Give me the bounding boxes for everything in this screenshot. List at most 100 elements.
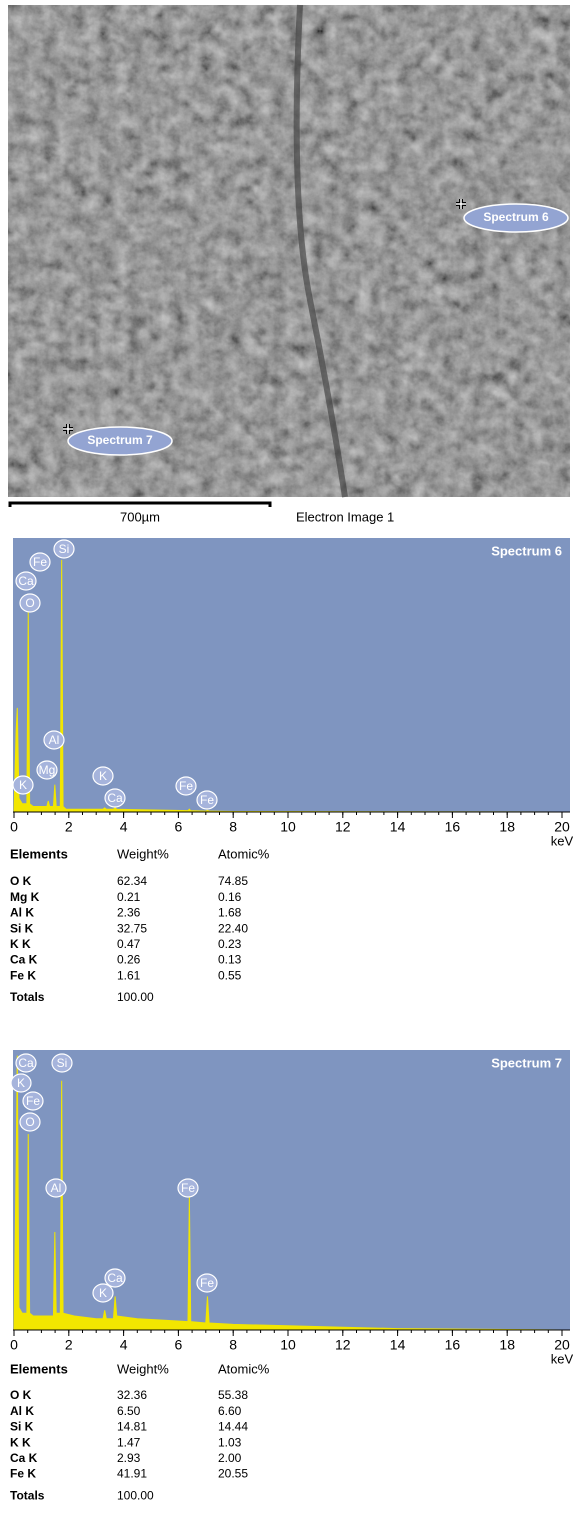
chart-title: Spectrum 6 bbox=[491, 543, 562, 558]
x-axis-label: keV bbox=[551, 833, 573, 848]
marker-label: Spectrum 6 bbox=[483, 210, 549, 224]
peak-label: Ca bbox=[18, 574, 34, 588]
table-cell: 0.13 bbox=[218, 953, 242, 967]
peak-label: Ca bbox=[107, 791, 123, 805]
x-tick-label: 18 bbox=[499, 819, 515, 835]
peak-label: O bbox=[25, 596, 34, 610]
table-cell: 0.47 bbox=[117, 937, 141, 951]
table-cell: Mg K bbox=[10, 890, 40, 904]
table-cell: K K bbox=[10, 937, 31, 951]
table-cell: 2.93 bbox=[117, 1451, 141, 1465]
table-cell: 2.36 bbox=[117, 906, 141, 920]
table-cell: 62.34 bbox=[117, 874, 147, 888]
x-tick-label: 16 bbox=[445, 819, 461, 835]
x-tick-label: 10 bbox=[280, 819, 296, 835]
table-cell: 0.55 bbox=[218, 968, 242, 982]
peak-label: K bbox=[99, 769, 107, 783]
table-cell: 0.23 bbox=[218, 937, 242, 951]
table-cell: Al K bbox=[10, 1404, 34, 1418]
peak-label: Al bbox=[51, 1181, 62, 1195]
x-tick-label: 10 bbox=[280, 1337, 296, 1353]
table-cell: 2.00 bbox=[218, 1451, 242, 1465]
table-cell: Ca K bbox=[10, 1451, 38, 1465]
table-cell: 22.40 bbox=[218, 921, 248, 935]
peak-label: Fe bbox=[179, 779, 193, 793]
table-header: Atomic% bbox=[218, 846, 270, 861]
marker-label: Spectrum 7 bbox=[87, 433, 153, 447]
table-cell: 6.60 bbox=[218, 1404, 242, 1418]
image-caption: Electron Image 1 bbox=[296, 509, 394, 524]
table-cell: 1.47 bbox=[117, 1435, 141, 1449]
peak-label: O bbox=[25, 1115, 34, 1129]
peak-label: Si bbox=[59, 542, 70, 556]
peak-label: K bbox=[99, 1286, 107, 1300]
peak-label: Fe bbox=[200, 1276, 214, 1290]
table-cell: 32.36 bbox=[117, 1388, 147, 1402]
peak-label: Fe bbox=[26, 1094, 40, 1108]
x-tick-label: 0 bbox=[10, 1337, 18, 1353]
x-tick-label: 0 bbox=[10, 819, 18, 835]
peak-label: K bbox=[19, 778, 27, 792]
x-tick-label: 6 bbox=[175, 819, 183, 835]
peak-label: Al bbox=[49, 733, 60, 747]
peak-label: Fe bbox=[200, 793, 214, 807]
table-header: Atomic% bbox=[218, 1361, 270, 1376]
table-cell: O K bbox=[10, 874, 32, 888]
table-cell: 0.26 bbox=[117, 953, 141, 967]
table-cell: Fe K bbox=[10, 1467, 36, 1481]
x-tick-label: 4 bbox=[120, 819, 128, 835]
table-cell: 74.85 bbox=[218, 874, 248, 888]
table-cell: 20.55 bbox=[218, 1467, 248, 1481]
chart-title: Spectrum 7 bbox=[491, 1055, 562, 1070]
page: Spectrum 6 Spectrum 7 700µm Electron Ima… bbox=[0, 0, 573, 1525]
table-header: Elements bbox=[10, 846, 68, 861]
peak-label: Fe bbox=[181, 1181, 195, 1195]
x-tick-label: 4 bbox=[120, 1337, 128, 1353]
x-tick-label: 2 bbox=[65, 819, 73, 835]
table-header: Weight% bbox=[117, 1361, 169, 1376]
table-header: Weight% bbox=[117, 846, 169, 861]
table-total: 100.00 bbox=[117, 1488, 154, 1502]
x-tick-label: 8 bbox=[229, 1337, 237, 1353]
table-cell: 0.16 bbox=[218, 890, 242, 904]
x-tick-label: 20 bbox=[554, 1337, 570, 1353]
table-cell: 14.81 bbox=[117, 1420, 147, 1434]
x-tick-label: 18 bbox=[499, 1337, 515, 1353]
peak-label: Si bbox=[57, 1056, 68, 1070]
table-cell: 6.50 bbox=[117, 1404, 141, 1418]
table-cell: Ca K bbox=[10, 953, 38, 967]
table-cell: 1.03 bbox=[218, 1435, 242, 1449]
peak-label: Fe bbox=[33, 555, 47, 569]
x-tick-label: 14 bbox=[390, 819, 406, 835]
table-cell: 0.21 bbox=[117, 890, 141, 904]
table-total: Totals bbox=[10, 1488, 45, 1502]
table-cell: 32.75 bbox=[117, 921, 147, 935]
x-tick-label: 20 bbox=[554, 819, 570, 835]
x-tick-label: 8 bbox=[229, 819, 237, 835]
table-cell: 14.44 bbox=[218, 1420, 248, 1434]
x-tick-label: 12 bbox=[335, 819, 351, 835]
table-cell: Al K bbox=[10, 906, 34, 920]
table-cell: 1.68 bbox=[218, 906, 242, 920]
x-tick-label: 6 bbox=[175, 1337, 183, 1353]
x-tick-label: 14 bbox=[390, 1337, 406, 1353]
table-cell: 1.61 bbox=[117, 968, 141, 982]
scale-bar-label: 700µm bbox=[120, 509, 160, 524]
table-cell: Si K bbox=[10, 1420, 34, 1434]
table-cell: Si K bbox=[10, 921, 34, 935]
electron-image-texture bbox=[8, 5, 570, 497]
x-tick-label: 12 bbox=[335, 1337, 351, 1353]
peak-label: Ca bbox=[18, 1056, 34, 1070]
x-tick-label: 16 bbox=[445, 1337, 461, 1353]
table-cell: 55.38 bbox=[218, 1388, 248, 1402]
table-cell: O K bbox=[10, 1388, 32, 1402]
x-axis-label: keV bbox=[551, 1351, 573, 1366]
table-cell: 41.91 bbox=[117, 1467, 147, 1481]
x-tick-label: 2 bbox=[65, 1337, 73, 1353]
figure: Spectrum 6 Spectrum 7 700µm Electron Ima… bbox=[0, 0, 573, 1525]
table-total: 100.00 bbox=[117, 990, 154, 1004]
table-total: Totals bbox=[10, 990, 45, 1004]
table-cell: K K bbox=[10, 1435, 31, 1449]
peak-label: Ca bbox=[107, 1271, 123, 1285]
peak-label: Mg bbox=[39, 763, 56, 777]
